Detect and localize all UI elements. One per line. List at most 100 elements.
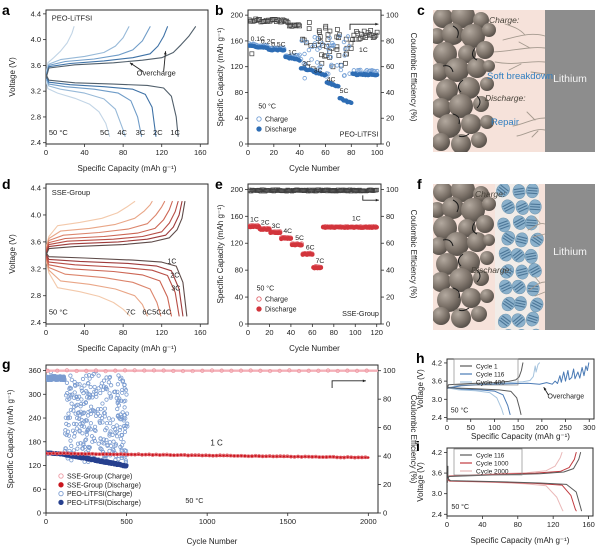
svg-text:80: 80 <box>119 148 127 157</box>
svg-text:0: 0 <box>445 423 449 432</box>
svg-text:50 °C: 50 °C <box>258 103 276 111</box>
svg-text:2C: 2C <box>170 273 179 280</box>
svg-text:120: 120 <box>155 148 168 157</box>
svg-text:2.4: 2.4 <box>31 138 41 147</box>
svg-text:1C: 1C <box>288 49 297 56</box>
lithium-label: Lithium <box>553 246 587 258</box>
svg-text:120: 120 <box>547 520 560 529</box>
svg-text:Coulombic Efficiency (%): Coulombic Efficiency (%) <box>409 395 418 484</box>
svg-text:50 °C: 50 °C <box>49 128 68 137</box>
svg-text:120: 120 <box>230 62 243 71</box>
svg-text:3.6: 3.6 <box>31 237 41 246</box>
chart-g-long-term-cycling: 0 500 1000 1500 2000 0 60 120 180 240 300 360 0 20 40 6… <box>6 364 418 546</box>
schematic-peo-graphic <box>433 10 595 152</box>
svg-text:200: 200 <box>230 11 243 20</box>
svg-text:0: 0 <box>386 320 390 329</box>
svg-text:Specific Capacity (mAh g⁻¹): Specific Capacity (mAh g⁻¹) <box>6 389 15 488</box>
svg-text:Cycle 1: Cycle 1 <box>476 363 498 370</box>
svg-text:80: 80 <box>330 328 338 337</box>
svg-text:Voltage (V): Voltage (V) <box>416 462 425 502</box>
panel-letter-h: h <box>416 350 425 366</box>
svg-text:40: 40 <box>80 328 88 337</box>
svg-text:20: 20 <box>265 328 273 337</box>
svg-text:80: 80 <box>386 212 394 221</box>
svg-text:100: 100 <box>371 148 384 157</box>
svg-text:120: 120 <box>370 328 383 337</box>
svg-text:SSE-Group: SSE-Group <box>52 188 90 197</box>
svg-text:4C: 4C <box>162 308 172 317</box>
svg-text:100: 100 <box>383 366 396 375</box>
svg-text:80: 80 <box>235 266 243 275</box>
svg-text:Cycle 400: Cycle 400 <box>476 379 505 386</box>
svg-text:50: 50 <box>467 423 475 432</box>
svg-text:120: 120 <box>155 328 168 337</box>
svg-text:0: 0 <box>37 509 41 518</box>
svg-text:5C: 5C <box>100 128 110 137</box>
svg-text:160: 160 <box>230 212 243 221</box>
svg-text:80: 80 <box>235 88 243 97</box>
svg-text:SSE-Group (Charge): SSE-Group (Charge) <box>67 474 132 481</box>
svg-text:Cycle 2000: Cycle 2000 <box>476 468 509 475</box>
svg-text:PEO-LiTFSI(Charge): PEO-LiTFSI(Charge) <box>67 491 132 498</box>
svg-text:0: 0 <box>383 509 387 518</box>
svg-text:60: 60 <box>383 423 391 432</box>
svg-text:1C: 1C <box>168 258 177 265</box>
svg-text:0: 0 <box>239 140 243 149</box>
svg-text:150: 150 <box>512 423 525 432</box>
svg-text:Cycle 116: Cycle 116 <box>476 371 505 378</box>
svg-text:50 °C: 50 °C <box>185 496 203 505</box>
svg-text:Cycle Number: Cycle Number <box>289 164 340 173</box>
panel-letter-f: f <box>417 176 422 192</box>
chart-b-peo-rate-cycling: 0 20 40 60 80 10004080120160200020406080100Cy… <box>216 9 418 173</box>
svg-text:4.2: 4.2 <box>432 448 442 457</box>
chart-e-sse-rate-cycling: 0 20 40 60 80 100 1200408012016020002040608010… <box>216 183 418 353</box>
svg-text:7C: 7C <box>316 258 325 265</box>
svg-text:3.2: 3.2 <box>31 264 41 273</box>
svg-text:360: 360 <box>28 366 41 375</box>
svg-text:Specific Capacity (mAh g⁻¹): Specific Capacity (mAh g⁻¹) <box>216 204 225 303</box>
chart-h-peo-overcharge-profiles: 0 50 100 150 200 250 300 2.4 3.0 3.6 4.2 Specific C… <box>416 358 596 441</box>
svg-text:160: 160 <box>230 36 243 45</box>
svg-text:4C: 4C <box>327 77 336 84</box>
schematic-peo-interface: Charge: Soft breakdown Discharge: Repair… <box>433 10 595 152</box>
svg-text:3C: 3C <box>314 67 323 74</box>
svg-text:0.5C: 0.5C <box>271 42 285 49</box>
svg-text:50 °C: 50 °C <box>451 406 469 414</box>
svg-text:1500: 1500 <box>279 517 296 526</box>
svg-text:Coulombic Efficiency (%): Coulombic Efficiency (%) <box>409 33 418 122</box>
svg-text:4.2: 4.2 <box>432 358 442 367</box>
svg-text:20: 20 <box>270 148 278 157</box>
svg-text:6C: 6C <box>142 308 152 317</box>
svg-text:Charge: Charge <box>265 297 288 304</box>
svg-text:120: 120 <box>230 239 243 248</box>
svg-text:500: 500 <box>120 517 133 526</box>
panel-letter-b: b <box>215 2 224 18</box>
svg-text:1C: 1C <box>250 217 259 224</box>
svg-text:1 C: 1 C <box>210 439 223 448</box>
svg-text:40: 40 <box>386 266 394 275</box>
svg-text:50 °C: 50 °C <box>451 503 469 511</box>
svg-text:20: 20 <box>386 114 394 123</box>
svg-text:3C: 3C <box>136 128 146 137</box>
svg-text:7C: 7C <box>126 308 136 317</box>
svg-text:80: 80 <box>514 520 522 529</box>
soft-breakdown-label: Soft breakdown <box>487 71 554 82</box>
svg-text:2C: 2C <box>261 219 270 226</box>
svg-text:5C: 5C <box>295 235 304 242</box>
svg-text:Discharge: Discharge <box>265 127 297 134</box>
svg-text:Charge: Charge <box>265 117 288 124</box>
svg-text:40: 40 <box>235 114 243 123</box>
svg-text:Cycle Number: Cycle Number <box>289 344 340 353</box>
panel-letter-c: c <box>417 2 425 18</box>
svg-text:0: 0 <box>44 328 48 337</box>
panel-letter-e: e <box>215 176 223 192</box>
svg-text:20: 20 <box>386 293 394 302</box>
svg-text:Overcharge: Overcharge <box>137 69 176 78</box>
svg-text:160: 160 <box>194 148 207 157</box>
svg-text:Discharge: Discharge <box>265 307 297 314</box>
svg-text:40: 40 <box>295 148 303 157</box>
schematic-sse-interface: Charge: Discharge: Lithium <box>433 184 595 330</box>
svg-text:160: 160 <box>194 328 207 337</box>
svg-text:5C: 5C <box>152 308 162 317</box>
svg-text:40: 40 <box>383 452 391 461</box>
